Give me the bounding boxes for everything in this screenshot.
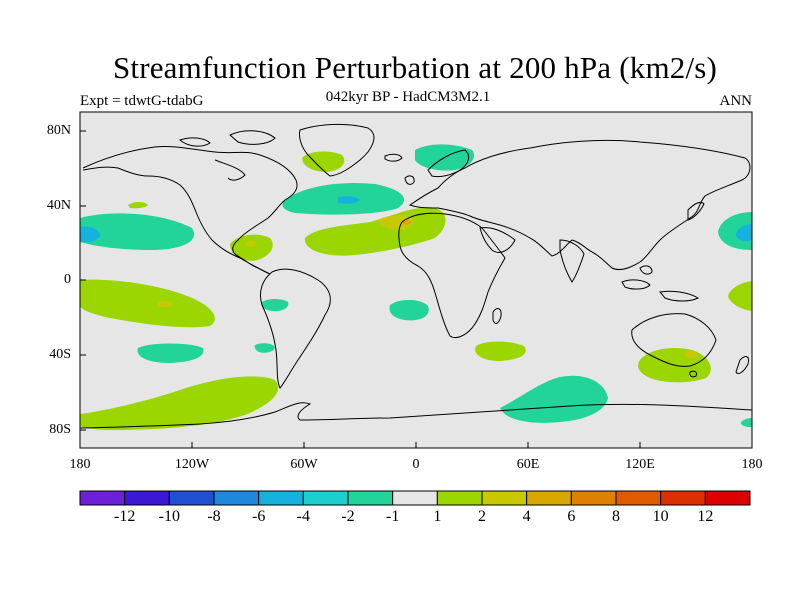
lon-label-180e: 180 bbox=[741, 457, 763, 472]
colorbar-label: 8 bbox=[612, 508, 620, 525]
colorbar-swatch bbox=[660, 490, 706, 506]
lat-label-80n: 80N bbox=[46, 123, 71, 138]
lon-label-120e: 120E bbox=[625, 457, 655, 472]
field-contours bbox=[80, 144, 752, 430]
colorbar-swatch bbox=[124, 490, 170, 506]
anomaly-neg2-pacific bbox=[80, 226, 100, 242]
anomaly-pos2-australia bbox=[684, 351, 698, 359]
colorbar-swatch bbox=[526, 490, 572, 506]
coast-india bbox=[559, 239, 585, 283]
anomaly-neg2-east bbox=[735, 224, 752, 242]
anomaly-neg-chile bbox=[254, 343, 275, 353]
colorbar-label: -4 bbox=[296, 508, 310, 525]
colorbar-swatch bbox=[168, 490, 215, 506]
anomaly-pos-nw-pacific-small bbox=[128, 202, 148, 209]
coast-new-zealand bbox=[735, 356, 749, 375]
colorbar-swatch bbox=[704, 490, 751, 506]
colorbar-swatch bbox=[258, 490, 304, 506]
lon-label-180w: 180 bbox=[69, 457, 91, 472]
lat-label-40s: 40S bbox=[49, 347, 71, 362]
colorbar-swatch bbox=[79, 490, 126, 506]
lat-label-40n: 40N bbox=[46, 198, 71, 213]
colorbar-label: 12 bbox=[697, 508, 714, 525]
coast-madagascar bbox=[492, 308, 502, 324]
anomaly-neg-nw-pacific-east bbox=[80, 213, 195, 250]
colorbar-label: -8 bbox=[207, 508, 221, 525]
colorbar-label: -1 bbox=[385, 508, 400, 525]
colorbar-swatch bbox=[436, 490, 483, 506]
anomaly-neg-southern-ocean bbox=[500, 375, 608, 423]
lat-label-80s: 80S bbox=[49, 422, 71, 437]
colorbar-label: 2 bbox=[478, 508, 486, 525]
anomaly-neg2-atlantic bbox=[338, 196, 360, 204]
coast-greenland bbox=[299, 123, 375, 177]
coast-maritime-continent bbox=[621, 265, 700, 302]
colorbar-label: -6 bbox=[251, 508, 266, 525]
colorbar-swatch bbox=[392, 490, 438, 506]
coast-tasmania bbox=[689, 370, 697, 378]
coastlines bbox=[80, 123, 752, 429]
anomaly-neg-east-edge-south bbox=[740, 418, 752, 427]
coast-british-isles bbox=[404, 175, 415, 185]
coast-arctic-islands bbox=[179, 130, 276, 147]
colorbar-label: -12 bbox=[113, 508, 136, 525]
colorbar-label: 6 bbox=[567, 508, 576, 525]
coast-japan bbox=[687, 201, 705, 221]
lon-label-120w: 120W bbox=[174, 457, 210, 472]
anomaly-pos-east-pacific bbox=[80, 279, 215, 328]
coast-antarctica bbox=[80, 402, 752, 429]
coast-australia bbox=[631, 313, 717, 367]
colorbar-label: -10 bbox=[158, 508, 180, 525]
anomaly-pos-central-america bbox=[230, 234, 273, 261]
colorbar-swatch bbox=[481, 490, 528, 506]
colorbar-swatch bbox=[615, 490, 662, 506]
colorbar-label: -2 bbox=[341, 508, 355, 525]
lon-label-60w: 60W bbox=[290, 457, 318, 472]
anomaly-neg-south-atlantic bbox=[389, 299, 429, 321]
anomaly-neg-east-pacific-small bbox=[261, 299, 289, 312]
colorbar bbox=[79, 490, 751, 506]
colorbar-swatch bbox=[570, 490, 617, 506]
season-label: ANN bbox=[719, 93, 753, 109]
coast-north-america bbox=[82, 146, 298, 275]
lon-label-0: 0 bbox=[412, 457, 420, 472]
anomaly-pos3-north-africa bbox=[402, 220, 412, 225]
experiment-label: Expt = tdwtG-tdabG bbox=[80, 93, 204, 109]
anomaly-neg-south-pacific bbox=[137, 343, 204, 363]
colorbar-label: 4 bbox=[522, 508, 531, 525]
lat-label-0: 0 bbox=[64, 272, 71, 287]
coast-hudson-bay bbox=[214, 159, 246, 181]
anomaly-pos2-pacific bbox=[158, 300, 172, 308]
colorbar-swatch bbox=[347, 490, 394, 506]
colorbar-label: 1 bbox=[433, 508, 442, 525]
plot-title: Streamfunction Perturbation at 200 hPa (… bbox=[112, 50, 718, 85]
coast-scandinavia bbox=[427, 149, 470, 178]
coast-africa bbox=[398, 212, 506, 339]
colorbar-swatch bbox=[302, 490, 349, 506]
anomaly-pos-southern-pacific bbox=[80, 376, 279, 430]
axis-ticks bbox=[79, 130, 753, 448]
period-label: 042kyr BP - HadCM3M2.1 bbox=[325, 89, 491, 105]
coast-arabia bbox=[479, 227, 516, 253]
anomaly-pos2-north-africa bbox=[378, 215, 414, 230]
coast-eurasia bbox=[408, 139, 751, 271]
anomaly-pos-east-edge-indian bbox=[728, 281, 752, 311]
colorbar-swatch bbox=[213, 490, 260, 506]
colorbar-label: 10 bbox=[652, 508, 669, 525]
lon-label-60e: 60E bbox=[516, 457, 540, 472]
anomaly-pos-greenland bbox=[302, 151, 345, 172]
coast-south-america bbox=[259, 268, 331, 389]
anomaly-pos2-central-america bbox=[246, 240, 257, 247]
coast-iceland bbox=[384, 153, 403, 162]
anomaly-pos-south-indian bbox=[475, 341, 526, 361]
